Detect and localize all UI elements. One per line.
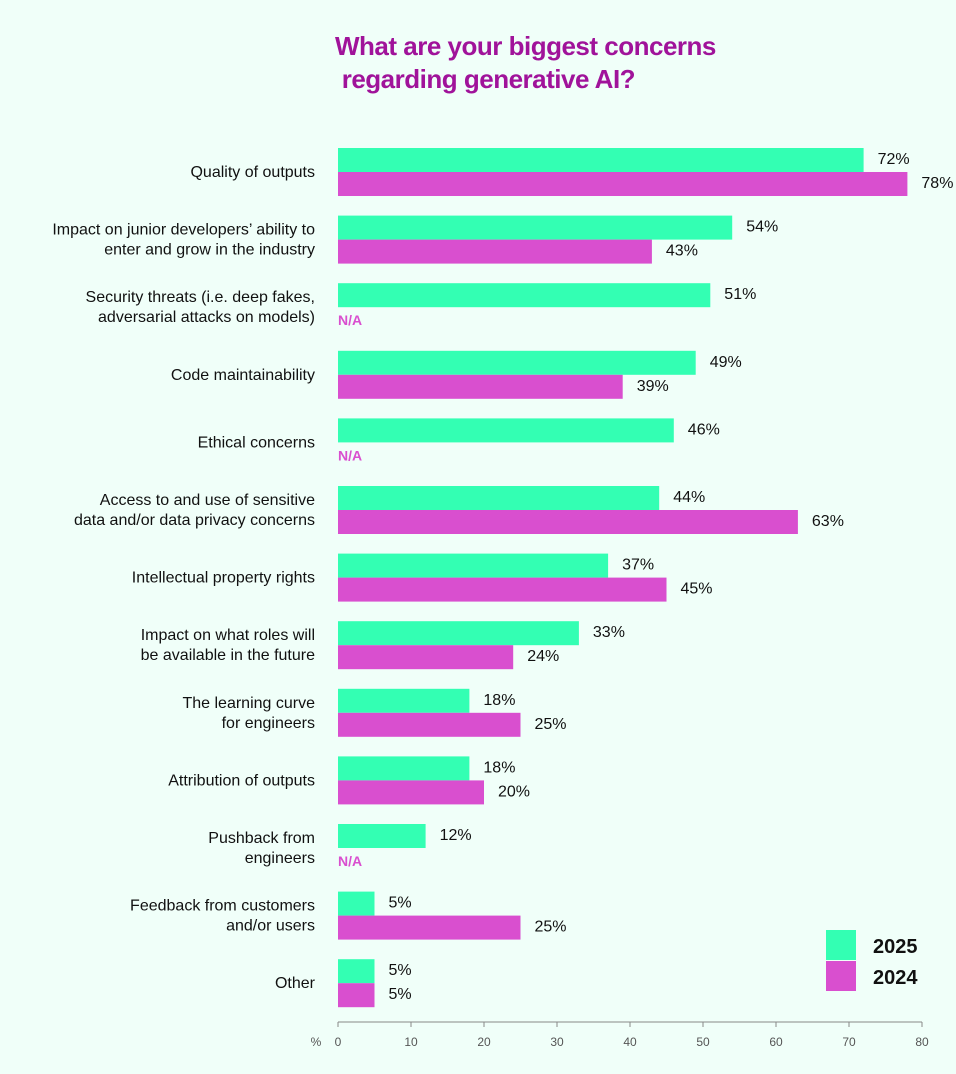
- value-label-2024: 39%: [637, 378, 669, 395]
- bar-2024-other: [338, 983, 375, 1008]
- bar-2025-security-threats-i-e-deep-fakes: [338, 283, 711, 308]
- x-axis: 0 10 20 30 40 50 60 70 80%: [311, 1021, 929, 1049]
- value-label-2025: 5%: [389, 962, 412, 979]
- na-label-2024: N/A: [338, 853, 362, 869]
- bar-2025-quality-of-outputs: [338, 148, 864, 172]
- value-label-2025: 18%: [483, 692, 515, 709]
- value-label-2025: 5%: [389, 895, 412, 912]
- value-label-2024: 43%: [666, 243, 698, 260]
- category-label-other: Other: [275, 975, 316, 992]
- bar-2024-impact-on-junior-developers-ability-to: [338, 239, 652, 264]
- value-label-2025: 51%: [724, 286, 756, 303]
- bar-2024-code-maintainability: [338, 374, 623, 399]
- x-unit-label: %: [311, 1035, 322, 1049]
- bar-2025-ethical-concerns: [338, 418, 674, 443]
- bar-2025-pushback-from: [338, 824, 426, 848]
- bar-2025-impact-on-what-roles-will: [338, 621, 579, 646]
- value-label-2024: 5%: [389, 986, 412, 1003]
- category-label-the-learning-curve-for-engineers: The learning curve for engineers: [182, 695, 315, 732]
- value-label-2024: 24%: [527, 648, 559, 665]
- bar-2025-other: [338, 959, 375, 984]
- value-label-2024: 25%: [535, 716, 567, 733]
- bar-2024-impact-on-what-roles-will: [338, 645, 514, 670]
- category-label-quality-of-outputs: Quality of outputs: [190, 164, 315, 181]
- chart-title: What are your biggest concerns regarding…: [335, 31, 716, 94]
- category-label-attribution-of-outputs: Attribution of outputs: [168, 772, 315, 789]
- category-label-impact-on-junior-developers-ability-to-e: Impact on junior developers’ ability to e…: [52, 222, 315, 259]
- legend-swatch-2024: [826, 961, 856, 991]
- value-label-2025: 49%: [710, 354, 742, 371]
- legend-label-2025: 2025: [873, 936, 918, 958]
- bar-2025-the-learning-curve: [338, 688, 470, 713]
- x-tick-label: 10: [404, 1035, 418, 1049]
- legend: 2025 2024: [826, 930, 918, 991]
- x-tick-label: 50: [696, 1035, 710, 1049]
- legend-swatch-2025: [826, 930, 856, 960]
- x-tick-label: 20: [477, 1035, 491, 1049]
- bar-2024-attribution-of-outputs: [338, 780, 484, 805]
- x-tick-label: 80: [915, 1035, 929, 1049]
- bar-2025-access-to-and-use-of-sensitive: [338, 486, 660, 510]
- bar-2024-access-to-and-use-of-sensitive: [338, 510, 798, 534]
- x-tick-label: 40: [623, 1035, 637, 1049]
- x-tick-label: 60: [769, 1035, 783, 1049]
- bar-2024-feedback-from-customers: [338, 915, 521, 940]
- x-tick-label: 70: [842, 1035, 856, 1049]
- value-label-2025: 37%: [622, 557, 654, 574]
- bar-2025-impact-on-junior-developers-ability-to: [338, 215, 733, 240]
- value-label-2025: 44%: [673, 489, 705, 506]
- value-label-2024: 45%: [681, 581, 713, 598]
- value-label-2025: 18%: [483, 759, 515, 776]
- value-label-2025: 72%: [878, 151, 910, 168]
- category-label-ethical-concerns: Ethical concerns: [198, 434, 315, 451]
- bars-group: Quality of outputs 72% 78% Impact on junior…: [52, 148, 953, 1008]
- category-label-code-maintainability: Code maintainability: [171, 367, 315, 384]
- x-tick-label: 30: [550, 1035, 564, 1049]
- na-label-2024: N/A: [338, 312, 362, 328]
- category-label-impact-on-what-roles-will-be-available-i: Impact on what roles will be available in…: [141, 627, 315, 664]
- value-label-2025: 33%: [593, 624, 625, 641]
- bar-2025-intellectual-property-rights: [338, 553, 609, 578]
- bar-2025-code-maintainability: [338, 350, 696, 375]
- value-label-2024: 63%: [812, 513, 844, 530]
- value-label-2025: 12%: [440, 827, 472, 844]
- value-label-2024: 20%: [498, 783, 530, 800]
- bar-2024-quality-of-outputs: [338, 172, 908, 196]
- value-label-2025: 54%: [746, 219, 778, 236]
- value-label-2025: 46%: [688, 421, 720, 438]
- category-label-pushback-from-engineers: Pushback from engineers: [208, 830, 315, 867]
- bar-2025-attribution-of-outputs: [338, 756, 470, 781]
- value-label-2024: 78%: [921, 175, 953, 192]
- bar-2025-feedback-from-customers: [338, 891, 375, 916]
- na-label-2024: N/A: [338, 447, 362, 463]
- category-label-security-threats-i-e-deep-fakes-adversar: Security threats (i.e. deep fakes, advers…: [86, 289, 315, 326]
- value-label-2024: 25%: [535, 919, 567, 936]
- x-tick-label: 0: [335, 1035, 342, 1049]
- legend-label-2024: 2024: [873, 967, 918, 989]
- category-label-feedback-from-customers-and-or-users: Feedback from customers and/or users: [130, 898, 315, 935]
- category-label-intellectual-property-rights: Intellectual property rights: [132, 570, 315, 587]
- category-label-access-to-and-use-of-sensitive-data-and-: Access to and use of sensitive data and/o…: [74, 492, 315, 529]
- bar-2024-intellectual-property-rights: [338, 577, 667, 602]
- bar-2024-the-learning-curve: [338, 712, 521, 737]
